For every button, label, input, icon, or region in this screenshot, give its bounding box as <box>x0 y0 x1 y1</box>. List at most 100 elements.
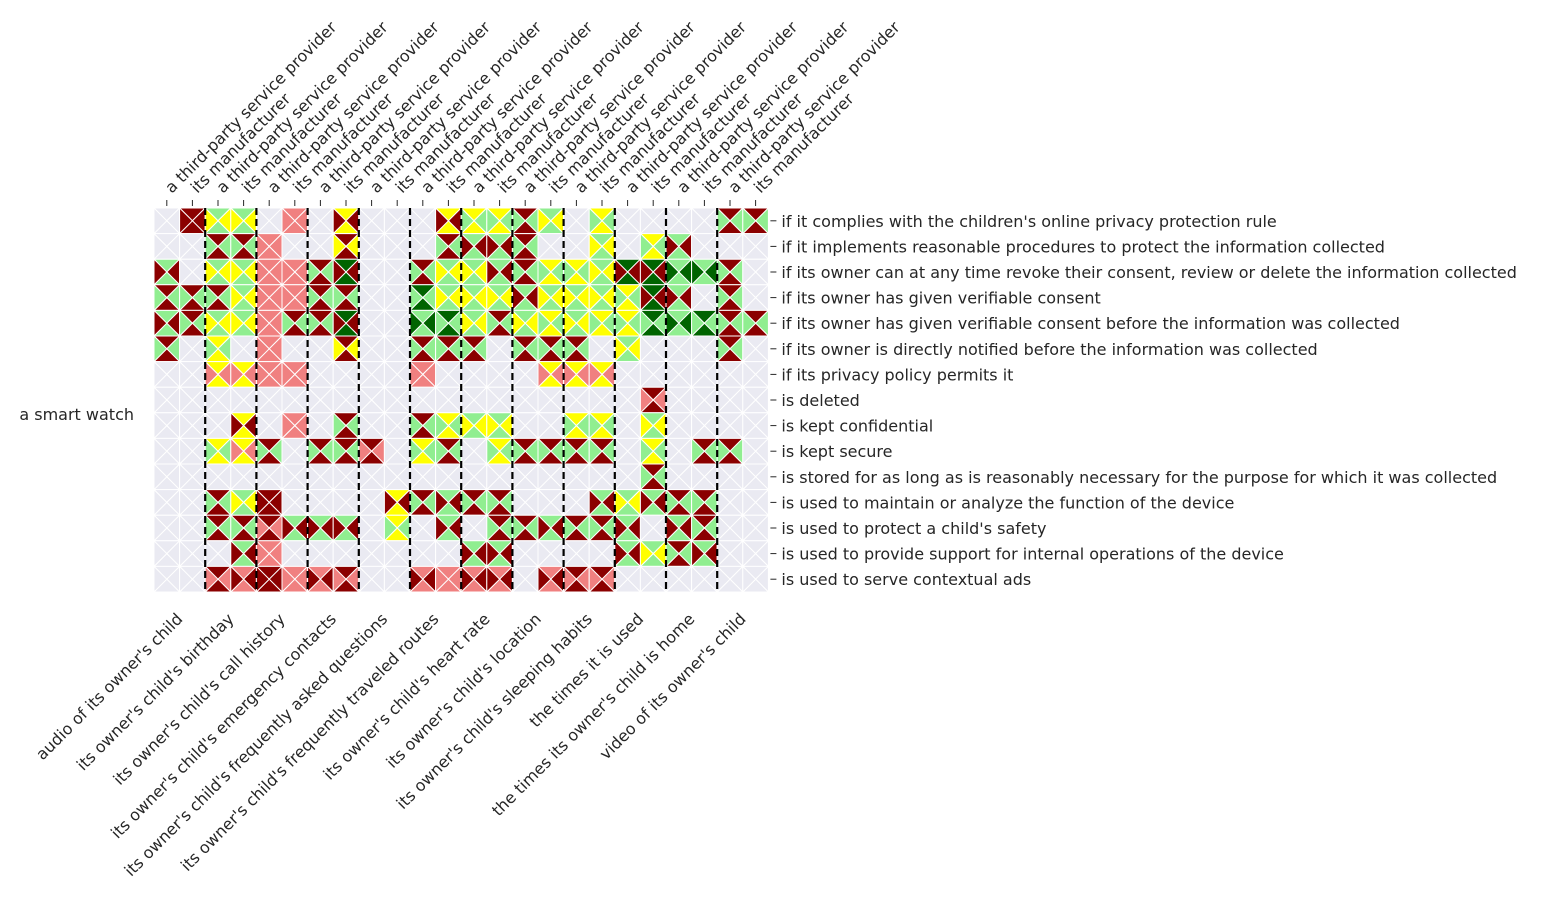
heatmap-cell <box>715 232 745 261</box>
cell-triangle <box>281 232 296 261</box>
heatmap-cell <box>280 411 309 440</box>
cell-triangle <box>742 462 757 491</box>
heatmap-cell <box>306 462 335 491</box>
heatmap-cell <box>639 283 668 312</box>
heatmap-cell <box>255 539 284 568</box>
heatmap-cell <box>639 488 668 517</box>
heatmap-cell <box>255 283 284 312</box>
heatmap-cell <box>587 232 617 261</box>
cell-triangle <box>255 565 270 594</box>
heatmap-cell <box>383 565 412 594</box>
heatmap-cell <box>459 232 489 261</box>
heatmap-cell <box>690 257 719 287</box>
row-label: is used to provide support for internal … <box>781 545 1283 564</box>
heatmap-cell <box>587 309 617 338</box>
cell-triangle <box>435 309 450 338</box>
cell-triangle <box>691 283 706 312</box>
row-label: is kept confidential <box>781 417 933 436</box>
heatmap-cell <box>536 309 565 338</box>
heatmap-cell <box>357 385 386 415</box>
cell-triangle <box>435 206 450 235</box>
heatmap-cell <box>715 360 745 389</box>
heatmap-cell <box>178 283 207 312</box>
heatmap-cell <box>741 539 770 568</box>
cell-triangle <box>204 411 219 440</box>
cell-triangle <box>435 539 450 568</box>
cell-triangle <box>332 565 347 594</box>
heatmap-cell <box>152 232 181 261</box>
cell-triangle <box>537 232 552 261</box>
cell-triangle <box>563 411 578 440</box>
heatmap-cell <box>255 334 284 363</box>
cell-triangle <box>230 232 245 261</box>
heatmap-cell <box>664 309 693 338</box>
cell-triangle <box>179 232 194 261</box>
heatmap-cell <box>178 513 207 543</box>
heatmap-cell <box>715 488 745 517</box>
cell-triangle <box>230 283 245 312</box>
cell-triangle <box>511 488 526 517</box>
cell-triangle <box>742 309 757 338</box>
cell-triangle <box>307 257 322 287</box>
heatmap-cell <box>664 462 693 491</box>
heatmap-cell <box>459 513 489 543</box>
cell-triangle <box>639 513 654 543</box>
cell-triangle <box>332 462 347 491</box>
heatmap-cell <box>383 232 412 261</box>
heatmap-cell <box>280 539 309 568</box>
heatmap-cell <box>331 565 361 594</box>
cell-triangle <box>665 565 680 594</box>
heatmap-cell <box>152 283 181 312</box>
heatmap-cell <box>613 488 642 517</box>
cell-triangle <box>332 232 347 261</box>
cell-triangle <box>537 257 552 287</box>
heatmap-cell <box>152 488 181 517</box>
cell-triangle <box>486 385 501 415</box>
heatmap-cell <box>485 257 514 287</box>
heatmap-cell <box>485 565 514 594</box>
heatmap-cell <box>741 385 770 415</box>
cell-triangle <box>153 513 168 543</box>
cell-triangle <box>153 360 168 389</box>
heatmap-cell <box>715 539 745 568</box>
heatmap-cell <box>639 462 668 491</box>
heatmap-cell <box>562 385 591 415</box>
heatmap-cell <box>511 334 540 363</box>
heatmap-cell <box>383 411 412 440</box>
heatmap-cell <box>255 462 284 491</box>
heatmap-cell <box>383 360 412 389</box>
cell-triangle <box>153 488 168 517</box>
cell-triangle <box>588 513 603 543</box>
heatmap-cell <box>587 488 617 517</box>
heatmap-cell <box>229 309 258 338</box>
cell-triangle <box>588 539 603 568</box>
cell-triangle <box>588 385 603 415</box>
cell-triangle <box>383 283 398 312</box>
heatmap-cell <box>178 411 207 440</box>
cell-triangle <box>435 232 450 261</box>
cell-triangle <box>691 411 706 440</box>
heatmap-cell <box>331 257 361 287</box>
cell-triangle <box>332 539 347 568</box>
heatmap-cell <box>690 437 719 466</box>
heatmap-cell <box>690 206 719 235</box>
heatmap-cell <box>741 437 770 466</box>
cell-triangle <box>486 360 501 389</box>
cell-triangle <box>691 257 706 287</box>
heatmap-cell <box>408 309 437 338</box>
heatmap-cell <box>306 360 335 389</box>
cell-triangle <box>230 513 245 543</box>
cell-triangle <box>537 462 552 491</box>
heatmap-cell <box>613 437 642 466</box>
cell-triangle <box>665 334 680 363</box>
cell-triangle <box>563 334 578 363</box>
heatmap-cell <box>331 283 361 312</box>
heatmap-cell <box>255 411 284 440</box>
heatmap-cell <box>408 488 437 517</box>
cell-triangle <box>716 334 731 363</box>
heatmap-cell <box>536 206 565 235</box>
cell-triangle <box>383 257 398 287</box>
cell-triangle <box>486 565 501 594</box>
cell-triangle <box>588 565 603 594</box>
heatmap-cell <box>434 309 463 338</box>
